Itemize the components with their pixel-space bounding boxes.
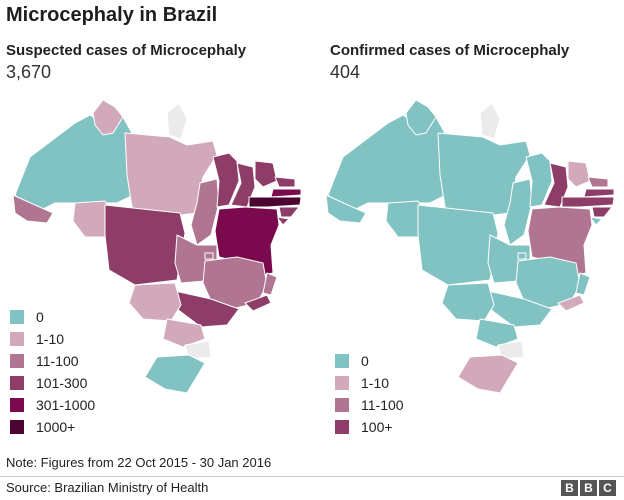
page-title: Microcephaly in Brazil	[6, 4, 218, 26]
state-sc	[497, 340, 525, 360]
bbc-logo-letter: C	[599, 480, 616, 496]
state-ac	[325, 194, 367, 224]
state-ce	[254, 160, 278, 188]
source-text: Source: Brazilian Ministry of Health	[6, 480, 209, 495]
legend-item: 0	[10, 306, 95, 328]
legend-swatch	[10, 420, 24, 434]
state-ma	[212, 152, 240, 208]
legend-label: 101-300	[36, 375, 88, 391]
legend-item: 301-1000	[10, 394, 95, 416]
state-ap	[166, 102, 188, 140]
state-ce	[567, 160, 591, 188]
legend-label: 301-1000	[36, 397, 96, 413]
legend-item: 101-300	[10, 372, 95, 394]
confirmed-total: 404	[330, 62, 361, 82]
bbc-logo: B B C	[561, 480, 616, 496]
legend-swatch	[10, 398, 24, 412]
state-rs	[144, 354, 206, 394]
state-pb	[583, 188, 615, 198]
state-rr	[405, 99, 437, 136]
legend-item: 1-10	[10, 328, 95, 350]
legend-swatch	[10, 310, 24, 324]
state-rr	[92, 99, 124, 136]
legend-swatch	[10, 354, 24, 368]
legend-label: 1000+	[36, 419, 76, 435]
state-pe	[248, 196, 302, 208]
legend-label: 1-10	[361, 375, 390, 391]
state-sc	[184, 340, 212, 360]
legend-swatch	[10, 332, 24, 346]
state-to	[503, 178, 533, 246]
state-rj	[557, 294, 585, 312]
state-pa	[124, 132, 218, 216]
suspected-legend: 0 1-10 11-100 101-300 301-1000 1000+	[10, 306, 95, 438]
legend-item: 1-10	[335, 372, 404, 394]
legend-item: 100+	[335, 416, 404, 438]
legend-item: 11-100	[335, 394, 404, 416]
suspected-cases-map	[12, 99, 302, 394]
divider	[0, 476, 624, 477]
legend-item: 0	[335, 350, 404, 372]
state-rn	[274, 176, 296, 188]
state-se	[589, 216, 603, 226]
state-mt	[417, 204, 499, 286]
state-ms	[128, 282, 182, 322]
bbc-logo-letter: B	[580, 480, 597, 496]
legend-label: 11-100	[36, 353, 79, 369]
state-rj	[244, 294, 272, 312]
legend-label: 11-100	[361, 397, 404, 413]
state-df	[517, 252, 527, 260]
legend-label: 100+	[361, 419, 393, 435]
state-mt	[104, 204, 186, 286]
state-to	[190, 178, 220, 246]
state-ac	[12, 194, 54, 224]
state-es	[262, 272, 278, 296]
confirmed-panel-title: Confirmed cases of Microcephaly	[330, 42, 570, 59]
state-ma	[525, 152, 553, 208]
legend-swatch	[335, 354, 349, 368]
state-al	[591, 206, 613, 218]
state-ms	[441, 282, 495, 322]
legend-swatch	[335, 376, 349, 390]
legend-item: 1000+	[10, 416, 95, 438]
suspected-panel-title: Suspected cases of Microcephaly	[6, 42, 247, 59]
state-ap	[479, 102, 501, 140]
confirmed-cases-map	[325, 99, 615, 394]
legend-label: 1-10	[36, 331, 65, 347]
state-df	[204, 252, 214, 260]
legend-item: 11-100	[10, 350, 95, 372]
suspected-total: 3,670	[6, 62, 52, 82]
state-se	[276, 216, 290, 226]
state-rn	[587, 176, 609, 188]
state-es	[575, 272, 591, 296]
state-pb	[270, 188, 302, 198]
state-al	[278, 206, 300, 218]
state-pe	[561, 196, 615, 208]
footnote: Note: Figures from 22 Oct 2015 - 30 Jan …	[6, 455, 272, 470]
confirmed-legend: 0 1-10 11-100 100+	[335, 350, 404, 438]
legend-swatch	[335, 420, 349, 434]
legend-label: 0	[36, 309, 44, 325]
legend-label: 0	[361, 353, 369, 369]
state-rs	[457, 354, 519, 394]
legend-swatch	[335, 398, 349, 412]
bbc-logo-letter: B	[561, 480, 578, 496]
state-pa	[437, 132, 531, 216]
legend-swatch	[10, 376, 24, 390]
